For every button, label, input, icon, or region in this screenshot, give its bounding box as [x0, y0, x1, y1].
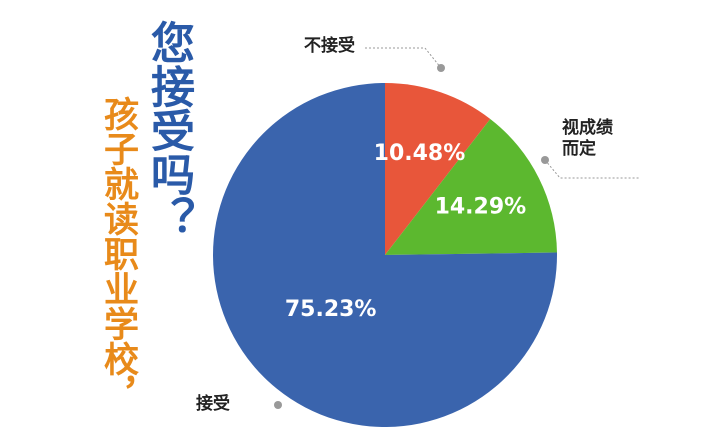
legend-label: 不接受: [304, 36, 355, 56]
leader-dot: [541, 156, 549, 164]
pie-slice: [385, 83, 491, 255]
legend-label: 视成绩而定: [562, 118, 613, 160]
leader-line: [365, 47, 442, 69]
leader-lines: [365, 47, 640, 179]
slices: [213, 83, 558, 427]
pie-slice: [213, 83, 558, 427]
leader-dot: [437, 64, 445, 72]
data-label: 14.29%: [435, 194, 527, 219]
pie-slice: [385, 118, 557, 255]
data-label: 75.23%: [285, 297, 377, 322]
data-label: 10.48%: [374, 141, 466, 166]
chart-subtitle: 孩子就读职业学校，: [98, 96, 138, 411]
legend-label: 接受: [196, 394, 230, 414]
chart-title: 您接受吗？: [143, 20, 194, 240]
leader-line: [544, 159, 640, 179]
leader-dot: [274, 401, 282, 409]
